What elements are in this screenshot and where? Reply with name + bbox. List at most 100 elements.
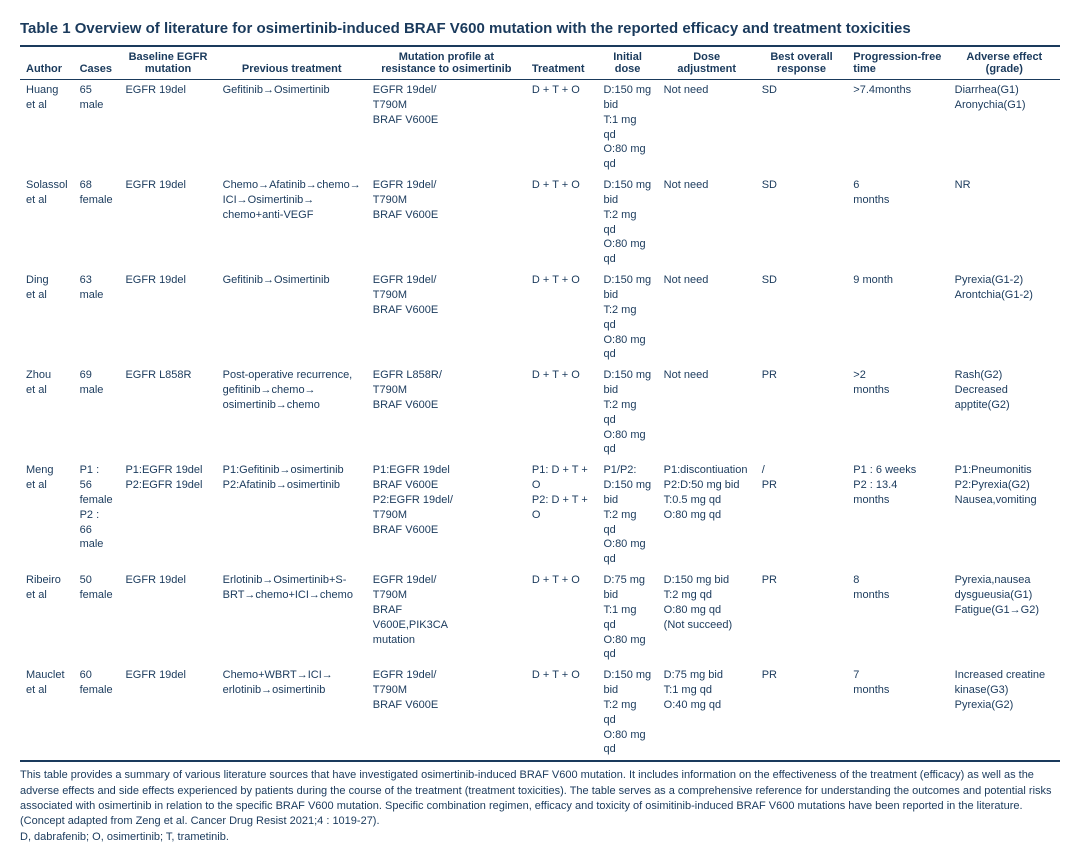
cell-baseline: EGFR 19del: [119, 665, 216, 761]
col-cases: Cases: [74, 47, 120, 80]
cell-cases: 65male: [74, 80, 120, 176]
cell-adjustment: Not need: [658, 80, 756, 176]
cell-pft: 6months: [847, 175, 948, 270]
table-footnote: This table provides a summary of various…: [20, 762, 1060, 845]
cell-previous: Gefitinib→Osimertinib: [217, 270, 367, 365]
cell-response: PR: [756, 570, 848, 665]
table-row: Dinget al63maleEGFR 19delGefitinib→Osime…: [20, 270, 1060, 365]
cell-baseline: EGFR 19del: [119, 80, 216, 176]
cell-cases: 50female: [74, 570, 120, 665]
cell-adverse: NR: [949, 175, 1060, 270]
cell-initial: D:150 mg bidT:2 mg qdO:80 mg qd: [597, 665, 657, 761]
cell-adjustment: Not need: [658, 175, 756, 270]
cell-mutation: EGFR 19del/T790MBRAF V600E: [367, 175, 526, 270]
cell-adjustment: P1:discontiuationP2:D:50 mg bidT:0.5 mg …: [658, 460, 756, 570]
cell-pft: >2months: [847, 365, 948, 460]
cell-author: Huanget al: [20, 80, 74, 176]
cell-adverse: Rash(G2)Decreasedapptite(G2): [949, 365, 1060, 460]
cell-author: Dinget al: [20, 270, 74, 365]
cell-cases: 69male: [74, 365, 120, 460]
cell-mutation: EGFR 19del/T790MBRAF V600E: [367, 80, 526, 176]
cell-pft: 7months: [847, 665, 948, 761]
cell-previous: Gefitinib→Osimertinib: [217, 80, 367, 176]
cell-response: SD: [756, 175, 848, 270]
cell-baseline: EGFR 19del: [119, 270, 216, 365]
cell-mutation: P1:EGFR 19delBRAF V600EP2:EGFR 19del/T79…: [367, 460, 526, 570]
table-title: Table 1 Overview of literature for osime…: [20, 20, 1060, 47]
cell-treatment: D + T + O: [526, 570, 598, 665]
cell-initial: D:75 mg bidT:1 mg qdO:80 mg qd: [597, 570, 657, 665]
cell-initial: D:150 mg bidT:1 mg qdO:80 mg qd: [597, 80, 657, 176]
cell-pft: 9 month: [847, 270, 948, 365]
cell-author: Ribeiroet al: [20, 570, 74, 665]
col-author: Author: [20, 47, 74, 80]
col-pft: Progression-free time: [847, 47, 948, 80]
table-row: Huanget al65maleEGFR 19delGefitinib→Osim…: [20, 80, 1060, 176]
cell-adverse: Pyrexia,nauseadysgueusia(G1)Fatigue(G1→G…: [949, 570, 1060, 665]
col-mutation: Mutation profile at resistance to osimer…: [367, 47, 526, 80]
cell-mutation: EGFR 19del/T790MBRAF V600E: [367, 270, 526, 365]
cell-author: Menget al: [20, 460, 74, 570]
literature-table: Author Cases Baseline EGFR mutation Prev…: [20, 47, 1060, 762]
cell-baseline: EGFR 19del: [119, 570, 216, 665]
cell-response: /PR: [756, 460, 848, 570]
cell-adverse: Pyrexia(G1-2)Arontchia(G1-2): [949, 270, 1060, 365]
cell-treatment: P1: D + T + OP2: D + T + O: [526, 460, 598, 570]
cell-previous: P1:Gefitinib→osimertinibP2:Afatinib→osim…: [217, 460, 367, 570]
cell-initial: D:150 mg bidT:2 mg qdO:80 mg qd: [597, 175, 657, 270]
col-adverse: Adverse effect (grade): [949, 47, 1060, 80]
col-initial: Initial dose: [597, 47, 657, 80]
cell-cases: 68female: [74, 175, 120, 270]
col-adjustment: Dose adjustment: [658, 47, 756, 80]
cell-initial: D:150 mg bidT:2 mg qdO:80 mg qd: [597, 270, 657, 365]
cell-treatment: D + T + O: [526, 365, 598, 460]
cell-initial: P1/P2:D:150 mg bidT:2 mg qdO:80 mg qd: [597, 460, 657, 570]
cell-baseline: EGFR L858R: [119, 365, 216, 460]
cell-mutation: EGFR 19del/T790MBRAFV600E,PIK3CAmutation: [367, 570, 526, 665]
col-treatment: Treatment: [526, 47, 598, 80]
cell-adjustment: Not need: [658, 270, 756, 365]
cell-previous: Chemo+WBRT→ICI→erlotinib→osimertinib: [217, 665, 367, 761]
cell-author: Zhouet al: [20, 365, 74, 460]
cell-adjustment: Not need: [658, 365, 756, 460]
cell-treatment: D + T + O: [526, 80, 598, 176]
cell-response: SD: [756, 270, 848, 365]
cell-pft: >7.4months: [847, 80, 948, 176]
cell-previous: Chemo→Afatinib→chemo→ICI→Osimertinib→che…: [217, 175, 367, 270]
cell-previous: Erlotinib→Osimertinib+S-BRT→chemo+ICI→ch…: [217, 570, 367, 665]
footnote-text: This table provides a summary of various…: [20, 769, 1052, 827]
cell-treatment: D + T + O: [526, 665, 598, 761]
cell-cases: P1 : 56femaleP2 : 66male: [74, 460, 120, 570]
cell-author: Maucletet al: [20, 665, 74, 761]
col-baseline: Baseline EGFR mutation: [119, 47, 216, 80]
cell-author: Solassolet al: [20, 175, 74, 270]
cell-mutation: EGFR 19del/T790MBRAF V600E: [367, 665, 526, 761]
cell-treatment: D + T + O: [526, 270, 598, 365]
table-header: Author Cases Baseline EGFR mutation Prev…: [20, 47, 1060, 80]
cell-response: SD: [756, 80, 848, 176]
cell-pft: 8months: [847, 570, 948, 665]
cell-response: PR: [756, 365, 848, 460]
cell-pft: P1 : 6 weeksP2 : 13.4months: [847, 460, 948, 570]
table-row: Ribeiroet al50femaleEGFR 19delErlotinib→…: [20, 570, 1060, 665]
cell-baseline: EGFR 19del: [119, 175, 216, 270]
cell-adverse: P1:PneumonitisP2:Pyrexia(G2)Nausea,vomit…: [949, 460, 1060, 570]
col-previous: Previous treatment: [217, 47, 367, 80]
cell-adverse: Increased creatinekinase(G3)Pyrexia(G2): [949, 665, 1060, 761]
cell-cases: 60female: [74, 665, 120, 761]
cell-response: PR: [756, 665, 848, 761]
table-row: Zhouet al69maleEGFR L858RPost-operative …: [20, 365, 1060, 460]
cell-adverse: Diarrhea(G1)Aronychia(G1): [949, 80, 1060, 176]
cell-treatment: D + T + O: [526, 175, 598, 270]
cell-adjustment: D:75 mg bidT:1 mg qdO:40 mg qd: [658, 665, 756, 761]
table-row: Solassolet al68femaleEGFR 19delChemo→Afa…: [20, 175, 1060, 270]
table-row: Maucletet al60femaleEGFR 19delChemo+WBRT…: [20, 665, 1060, 761]
col-response: Best overall response: [756, 47, 848, 80]
cell-mutation: EGFR L858R/T790MBRAF V600E: [367, 365, 526, 460]
cell-initial: D:150 mg bidT:2 mg qdO:80 mg qd: [597, 365, 657, 460]
abbreviations: D, dabrafenib; O, osimertinib; T, tramet…: [20, 831, 229, 843]
cell-adjustment: D:150 mg bidT:2 mg qdO:80 mg qd(Not succ…: [658, 570, 756, 665]
table-body: Huanget al65maleEGFR 19delGefitinib→Osim…: [20, 80, 1060, 762]
table-container: Table 1 Overview of literature for osime…: [20, 20, 1060, 845]
cell-cases: 63male: [74, 270, 120, 365]
